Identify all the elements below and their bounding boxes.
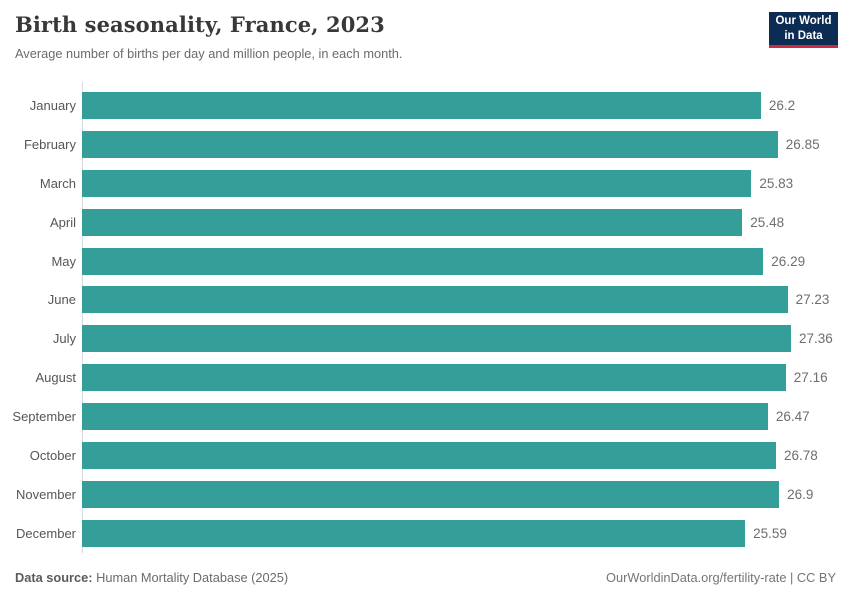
bar[interactable] bbox=[82, 441, 776, 469]
chart-header: Birth seasonality, France, 2023 Average … bbox=[15, 12, 838, 61]
bar-label: December bbox=[16, 525, 76, 541]
owid-logo[interactable]: Our World in Data bbox=[769, 12, 838, 48]
bar-row: December 25.59 bbox=[0, 514, 850, 553]
bar-label: August bbox=[35, 370, 76, 386]
bar[interactable] bbox=[82, 91, 761, 119]
data-source-value: Human Mortality Database (2025) bbox=[96, 570, 289, 585]
bar[interactable] bbox=[82, 364, 786, 392]
bar[interactable] bbox=[82, 325, 791, 353]
bar-row: June 27.23 bbox=[0, 280, 850, 319]
bar-label: April bbox=[49, 214, 76, 230]
bar-value-label: 25.48 bbox=[750, 214, 785, 230]
owid-logo-line2: in Data bbox=[784, 29, 823, 42]
bar[interactable] bbox=[82, 130, 778, 158]
bar-label: November bbox=[16, 486, 76, 502]
bar-label: October bbox=[29, 447, 76, 463]
bar-row: October 26.78 bbox=[0, 436, 850, 475]
data-source-label: Data source: bbox=[15, 570, 93, 585]
bar-row: May 26.29 bbox=[0, 242, 850, 281]
chart-title: Birth seasonality, France, 2023 bbox=[15, 12, 385, 37]
bar-label: February bbox=[23, 136, 76, 152]
bar-row: August 27.16 bbox=[0, 358, 850, 397]
bar-value-label: 26.47 bbox=[775, 409, 810, 425]
bar[interactable] bbox=[82, 208, 743, 236]
bar[interactable] bbox=[82, 403, 768, 431]
bar-label: January bbox=[29, 97, 76, 113]
bar[interactable] bbox=[82, 480, 780, 508]
bar-label: June bbox=[47, 292, 76, 308]
bar-row: July 27.36 bbox=[0, 319, 850, 358]
bar-chart: January 26.2 February 26.85 March 25.83 April 2… bbox=[0, 82, 850, 553]
bar-value-label: 26.85 bbox=[785, 136, 820, 152]
bar-row: September 26.47 bbox=[0, 397, 850, 436]
bar-value-label: 27.36 bbox=[799, 331, 833, 347]
bar-value-label: 27.16 bbox=[793, 370, 828, 386]
bar-row: April 25.48 bbox=[0, 203, 850, 242]
bar[interactable] bbox=[82, 286, 788, 314]
bar-label: July bbox=[52, 331, 76, 347]
bar-value-label: 26.9 bbox=[787, 486, 814, 502]
bar-value-label: 26.78 bbox=[784, 447, 818, 463]
bar-label: March bbox=[39, 175, 76, 191]
bar-row: March 25.83 bbox=[0, 164, 850, 203]
bar[interactable] bbox=[82, 247, 764, 275]
bar-row: January 26.2 bbox=[0, 86, 850, 125]
bar[interactable] bbox=[82, 169, 752, 197]
owid-logo-line1: Our World bbox=[775, 15, 832, 28]
chart-footer: Data source: Human Mortality Database (2… bbox=[15, 570, 836, 585]
bar-value-label: 27.23 bbox=[795, 292, 830, 308]
bar[interactable] bbox=[82, 519, 746, 547]
data-source: Data source: Human Mortality Database (2… bbox=[15, 570, 288, 585]
bar-value-label: 25.83 bbox=[759, 175, 794, 191]
bar-row: November 26.9 bbox=[0, 475, 850, 514]
bar-label: May bbox=[51, 253, 76, 269]
bar-value-label: 25.59 bbox=[753, 525, 787, 541]
bar-label: September bbox=[12, 409, 76, 425]
y-axis-line bbox=[82, 82, 83, 553]
footer-link[interactable]: OurWorldinData.org/fertility-rate | CC B… bbox=[606, 570, 836, 585]
bar-value-label: 26.29 bbox=[771, 253, 806, 269]
bar-row: February 26.85 bbox=[0, 125, 850, 164]
bar-value-label: 26.2 bbox=[768, 97, 796, 113]
chart-subtitle: Average number of births per day and mil… bbox=[15, 46, 403, 61]
